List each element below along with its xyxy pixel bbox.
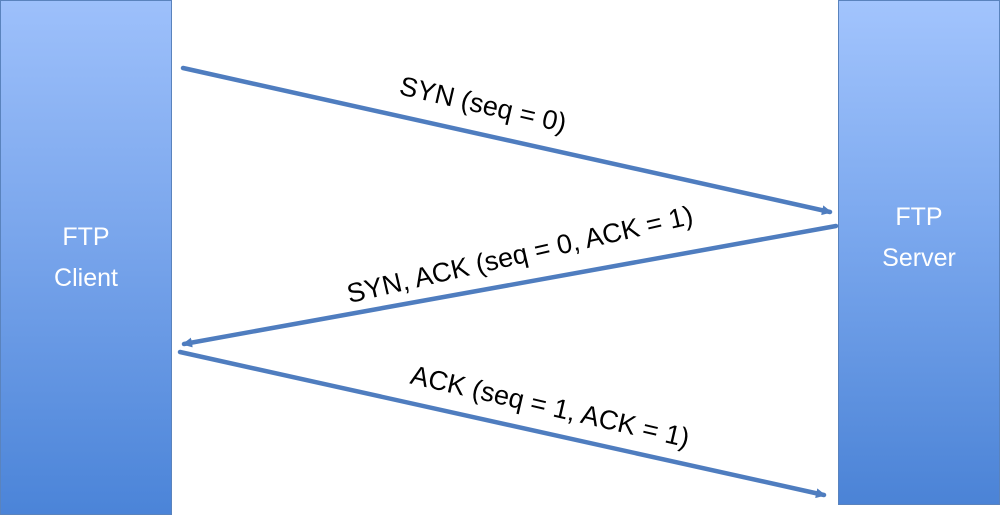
server-label-line1: FTP [895, 202, 943, 231]
client-label-line2: Client [54, 263, 118, 292]
ftp-client-box: FTP Client [0, 0, 172, 515]
client-label-line1: FTP [62, 222, 110, 251]
ftp-client-name: FTP Client [54, 217, 118, 299]
syn-ack-arrow [181, 223, 839, 348]
syn-arrow [180, 65, 833, 216]
ftp-server-name: FTP Server [882, 197, 956, 279]
server-label-line2: Server [882, 243, 956, 272]
ack-arrow [177, 349, 827, 499]
